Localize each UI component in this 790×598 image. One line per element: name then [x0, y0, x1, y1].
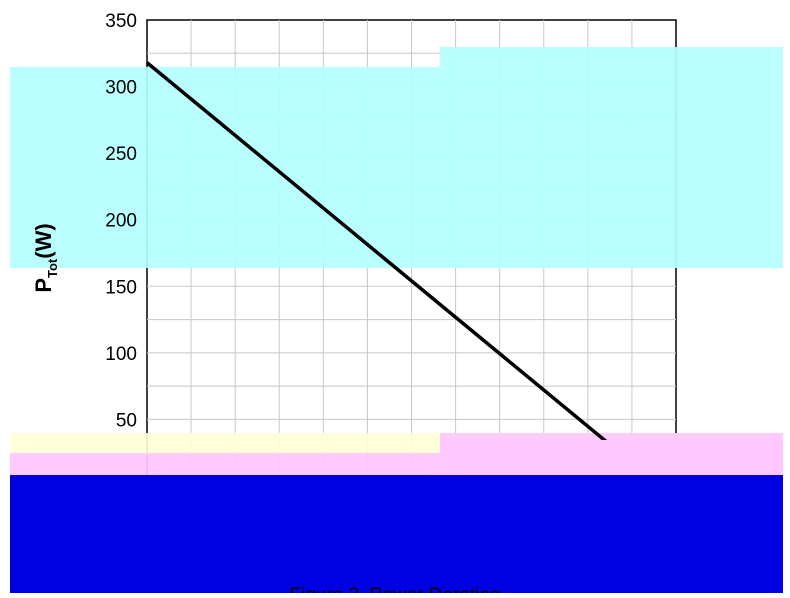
cyan-band-right [440, 47, 783, 268]
y-tick-label: 250 [105, 144, 137, 165]
y-tick-label: 300 [105, 78, 137, 99]
y-axis-label-subscript: Tot [45, 258, 60, 278]
series-line [145, 61, 662, 488]
cyan-band-left [10, 67, 440, 268]
figure-caption: Figure 3. Power Derating [289, 585, 500, 593]
pink-band-top [440, 440, 783, 475]
y-axis-label-main: P [31, 278, 56, 293]
navy-band [10, 475, 783, 593]
y-tick-label: 50 [116, 410, 137, 431]
y-tick-label: 150 [105, 277, 137, 298]
y-axis-label-unit: (W) [31, 223, 56, 258]
y-tick-label: 100 [105, 344, 137, 365]
y-tick-label: 200 [105, 211, 137, 232]
y-tick-labels: 050100150200250300350 [105, 11, 137, 498]
y-axis-label: PTot(W) [31, 223, 60, 292]
series-lines [145, 61, 662, 488]
y-tick-label: 350 [105, 11, 137, 32]
bottom-bands [10, 440, 783, 593]
